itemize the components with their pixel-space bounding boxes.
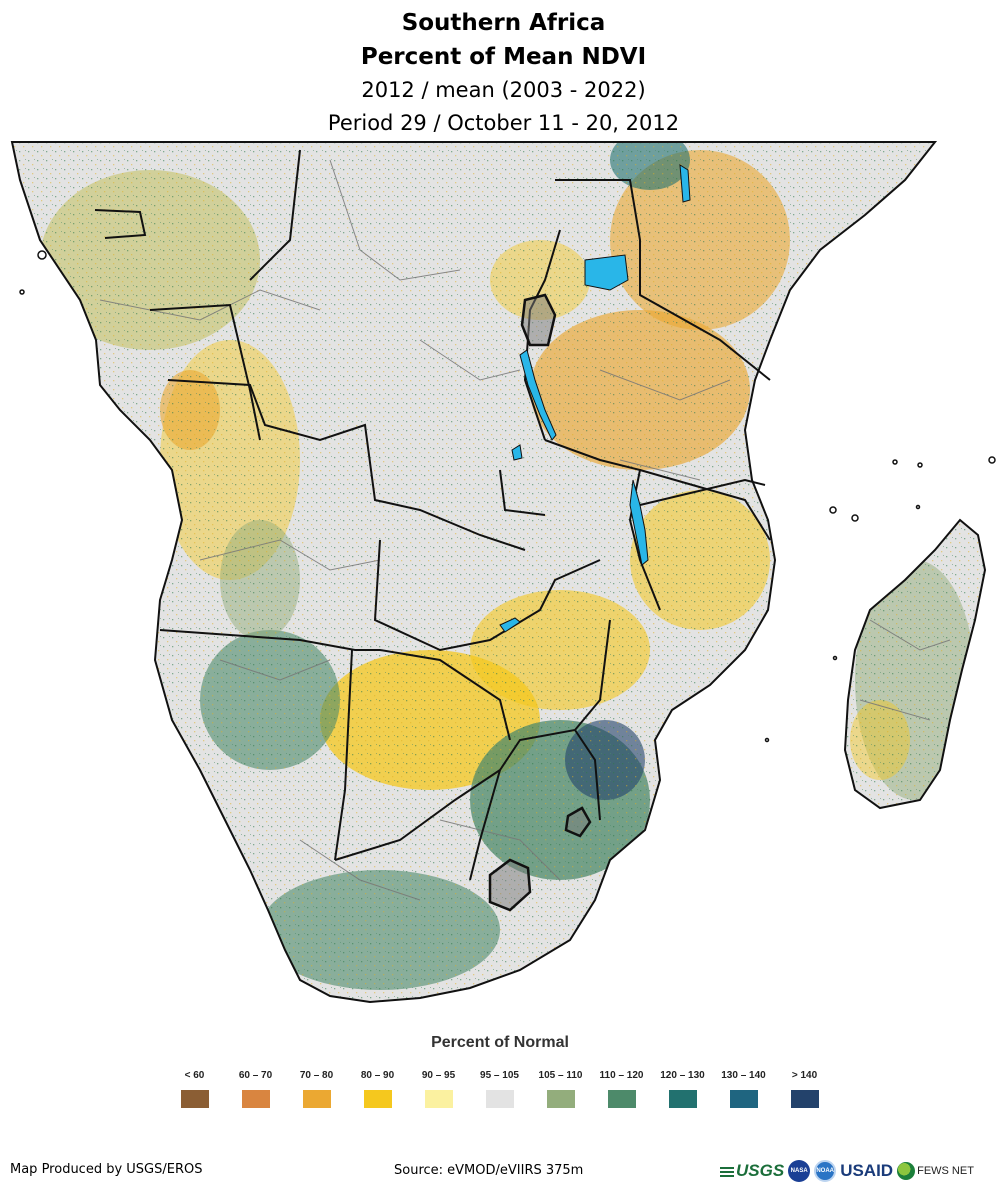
legend-item: > 140	[774, 1070, 835, 1108]
legend-item: 130 – 140	[713, 1070, 774, 1108]
nasa-logo-text: NASA	[790, 1168, 808, 1174]
legend-swatch	[180, 1090, 209, 1108]
footer-producer: Map Produced by USGS/EROS	[10, 1162, 203, 1177]
legend-item-label: 60 – 70	[238, 1070, 273, 1081]
legend-swatch	[485, 1090, 514, 1108]
legend-item-label: > 140	[791, 1070, 818, 1081]
partner-logos: USGS NASA NOAA USAID FEWS NET	[720, 1156, 1000, 1186]
usgs-mark-icon	[720, 1165, 734, 1177]
fews-net-logo: FEWS NET	[897, 1162, 974, 1180]
usaid-logo: USAID	[840, 1161, 894, 1180]
noaa-logo-text: NOAA	[816, 1168, 835, 1174]
legend-swatch	[302, 1090, 331, 1108]
legend-item: 95 – 105	[469, 1070, 530, 1108]
nasa-logo: NASA	[788, 1160, 811, 1182]
legend-swatch	[668, 1090, 697, 1108]
footer-source: Source: eVMOD/eVIIRS 375m	[394, 1163, 584, 1178]
map-title-product: Percent of Mean NDVI	[360, 44, 647, 70]
legend-swatch	[363, 1090, 392, 1108]
legend-swatch	[424, 1090, 453, 1108]
globe-icon	[897, 1162, 916, 1180]
legend-item-label: 120 – 130	[660, 1070, 705, 1081]
map-title-block: Southern Africa Percent of Mean NDVI 201…	[0, 6, 1007, 140]
legend-swatch	[729, 1090, 758, 1108]
legend-item-label: < 60	[184, 1070, 205, 1081]
usgs-logo-text: USGS	[736, 1161, 785, 1180]
legend-items: < 60 60 – 70 70 – 80 80 – 90 90 – 95 95 – 105…	[164, 1070, 854, 1108]
map-title-region: Southern Africa	[401, 10, 606, 36]
legend-swatch	[241, 1090, 270, 1108]
legend-item-label: 105 – 110	[538, 1070, 583, 1081]
legend-item-label: 90 – 95	[421, 1070, 456, 1081]
legend-item-label: 80 – 90	[360, 1070, 395, 1081]
legend-item: 105 – 110	[530, 1070, 591, 1108]
legend-item-label: 70 – 80	[299, 1070, 334, 1081]
legend-item: 90 – 95	[408, 1070, 469, 1108]
legend-swatch	[790, 1090, 819, 1108]
legend-swatch	[607, 1090, 636, 1108]
legend-item: 80 – 90	[347, 1070, 408, 1108]
map-subtitle-period: Period 29 / October 11 - 20, 2012	[327, 111, 680, 135]
legend-swatch	[546, 1090, 575, 1108]
legend-item: 110 – 120	[591, 1070, 652, 1108]
fews-net-logo-text: FEWS NET	[917, 1165, 974, 1177]
legend-item: < 60	[164, 1070, 225, 1108]
usgs-logo: USGS	[720, 1161, 784, 1181]
ndvi-map-svg	[11, 141, 996, 1003]
legend-title: Percent of Normal	[431, 1034, 569, 1051]
noaa-logo: NOAA	[814, 1160, 837, 1182]
legend-item: 120 – 130	[652, 1070, 713, 1108]
legend-item-label: 110 – 120	[599, 1070, 644, 1081]
legend-item-label: 95 – 105	[480, 1070, 519, 1081]
ndvi-map	[0, 140, 1007, 1020]
map-subtitle-baseline: 2012 / mean (2003 - 2022)	[361, 78, 646, 102]
legend-item: 60 – 70	[225, 1070, 286, 1108]
legend-item-label: 130 – 140	[721, 1070, 766, 1081]
legend-item: 70 – 80	[286, 1070, 347, 1108]
